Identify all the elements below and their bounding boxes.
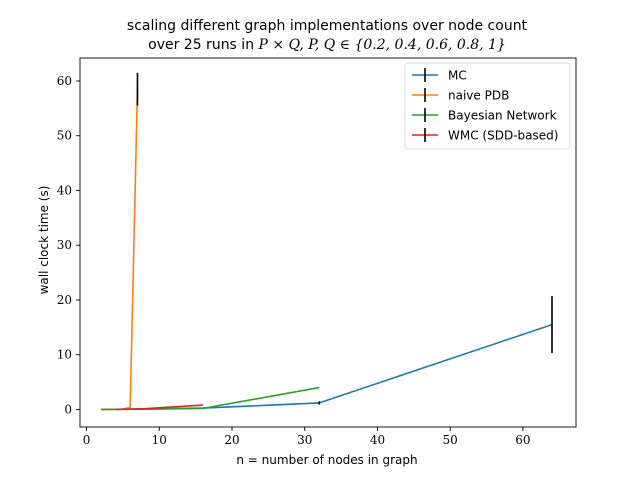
x-tick-label: 50: [443, 433, 458, 447]
legend: MC naive PDB Bayesian Network WMC (SDD-base…: [404, 62, 571, 150]
y-tick-label: 60: [57, 74, 72, 88]
legend-label-naive-pdb: naive PDB: [448, 89, 509, 103]
x-tick-label: 40: [370, 433, 385, 447]
x-tick-label: 30: [297, 433, 312, 447]
axes-frame: [79, 57, 577, 428]
chart-subtitle: over 25 runs in P × Q, P, Q ∈ {0.2, 0.4,…: [148, 37, 506, 53]
chart-title: scaling different graph implementations …: [127, 18, 528, 34]
x-axis-label: n = number of nodes in graph: [236, 453, 417, 467]
legend-box: [404, 62, 571, 150]
y-tick-label: 20: [57, 293, 72, 307]
legend-label-wmc-sdd-based: WMC (SDD-based): [448, 129, 558, 143]
series-line-wmc-sdd-based: [115, 404, 203, 411]
y-tick-label: 30: [57, 238, 72, 252]
x-tick-label: 20: [224, 433, 239, 447]
y-tick-label: 40: [57, 183, 72, 197]
chart-subtitle-math: P × Q, P, Q ∈ {0.2, 0.4, 0.6, 0.8, 1}: [258, 37, 506, 53]
plot-area: 0 10 20 30 40 50 60 0 10 20 30 40 50 60: [57, 57, 577, 447]
chart-subtitle-prefix: over 25 runs in: [148, 37, 258, 53]
x-tick-label: 60: [515, 433, 530, 447]
y-tick-label: 50: [57, 129, 72, 143]
x-tick-label: 10: [152, 433, 167, 447]
legend-label-mc: MC: [448, 69, 467, 83]
y-axis-label: wall clock time (s): [37, 186, 51, 295]
legend-label-bayesian-network: Bayesian Network: [448, 109, 557, 123]
x-tick-label: 0: [83, 433, 91, 447]
y-tick-label: 0: [64, 402, 72, 416]
y-tick-label: 10: [57, 348, 72, 362]
